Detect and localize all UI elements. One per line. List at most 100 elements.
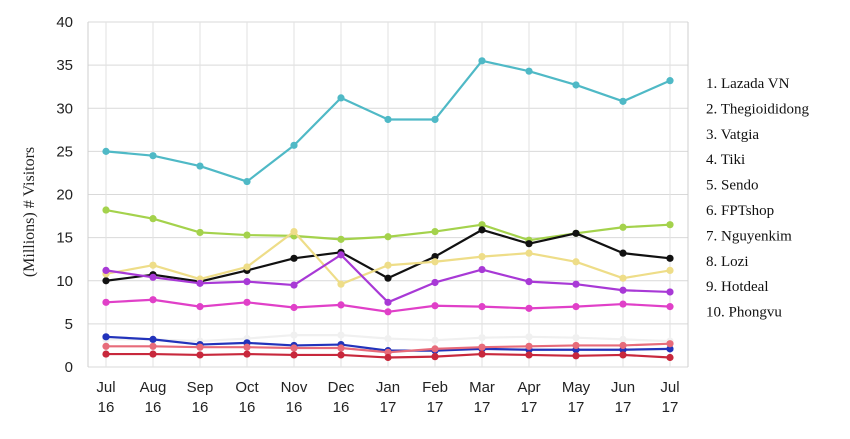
data-point [337,331,345,339]
data-point [478,334,486,342]
data-point [337,94,345,102]
data-point [619,351,627,359]
data-point [243,343,251,351]
data-point [431,336,439,344]
data-point [149,273,157,281]
data-point [149,215,157,223]
data-point [619,97,627,105]
x-tick-label-month: Apr [517,379,540,396]
data-point [666,288,674,296]
data-point [478,226,486,234]
x-tick-label-year: 17 [662,399,679,416]
x-tick-label-year: 16 [333,399,350,416]
data-point [478,343,486,351]
x-tick-label-month: Jul [96,379,115,396]
legend-entry: 10. Phongvu [706,305,782,321]
data-point [102,350,110,358]
data-point [619,286,627,294]
x-tick-label-year: 16 [239,399,256,416]
data-point [431,353,439,361]
y-tick-label: 25 [56,143,73,160]
data-point [290,331,298,339]
data-point [666,340,674,348]
series-lines [102,57,674,362]
legend: 1. Lazada VN 2. Thegioididong 3. Vatgia 4. … [706,76,810,321]
data-point [525,304,533,312]
data-point [290,141,298,149]
data-point [431,253,439,261]
data-point [102,206,110,214]
data-point [243,278,251,286]
data-point [572,334,580,342]
y-axis-ticks: 0 5 10 15 20 25 30 35 40 [56,14,73,376]
x-tick-label-month: May [562,379,591,396]
data-point [619,341,627,350]
data-point [149,335,157,343]
data-point [337,301,345,309]
x-tick-label-year: 16 [192,399,209,416]
data-point [525,333,533,341]
data-point [384,261,392,269]
data-point [525,351,533,359]
data-point [478,57,486,65]
data-point [572,81,580,89]
data-point [384,274,392,282]
x-tick-label-month: Sep [187,379,214,396]
data-point [337,251,345,259]
data-point [196,351,204,359]
data-point [337,280,345,288]
data-point [337,344,345,352]
x-tick-label-year: 17 [615,399,632,416]
data-point [666,303,674,311]
data-point [102,277,110,285]
data-point [525,249,533,257]
x-tick-label-month: Feb [422,379,448,396]
x-tick-label-month: Mar [469,379,495,396]
data-point [525,278,533,286]
data-point [243,177,251,186]
x-tick-label-month: Jul [660,379,679,396]
data-point [431,302,439,310]
data-point [478,221,486,229]
x-tick-label-year: 16 [286,399,303,416]
data-point [619,300,627,308]
data-point [619,249,627,257]
legend-entry: 1. Lazada VN [706,76,790,92]
x-axis-ticks: Jul 16 Aug 16 Sep 16 Oct 16 Nov 16 Dec 16 Jan 17 Feb 17… [96,379,679,416]
data-point [572,280,580,288]
data-point [384,115,392,124]
data-point [196,228,204,237]
data-point [572,341,580,350]
legend-entry: 3. Vatgia [706,127,759,143]
x-tick-label-month: Aug [140,379,167,396]
data-point [572,352,580,360]
data-point [384,353,392,362]
data-point [384,233,392,241]
y-tick-label: 30 [56,100,73,117]
data-point [431,258,439,266]
legend-entry: 5. Sendo [706,178,759,194]
data-point [102,266,110,274]
legend-entry: 4. Tiki [706,152,745,168]
data-point [149,152,157,160]
data-point [196,279,204,287]
y-tick-label: 0 [65,359,73,376]
x-tick-label-year: 16 [145,399,162,416]
data-point [666,254,674,262]
data-point [431,227,439,236]
data-point [243,263,251,271]
y-tick-label: 10 [56,273,73,290]
data-point [384,308,392,316]
x-tick-label-month: Oct [235,379,259,396]
data-point [149,261,157,269]
y-tick-label: 20 [56,187,73,204]
x-tick-label-month: Jan [376,379,400,396]
data-point [337,235,345,243]
data-point [431,115,439,124]
legend-entry: 2. Thegioididong [706,101,810,117]
data-point [431,345,439,353]
legend-entry: 7. Nguyenkim [706,228,792,244]
data-point [149,342,157,350]
data-point [384,348,392,356]
y-tick-label: 5 [65,316,73,333]
